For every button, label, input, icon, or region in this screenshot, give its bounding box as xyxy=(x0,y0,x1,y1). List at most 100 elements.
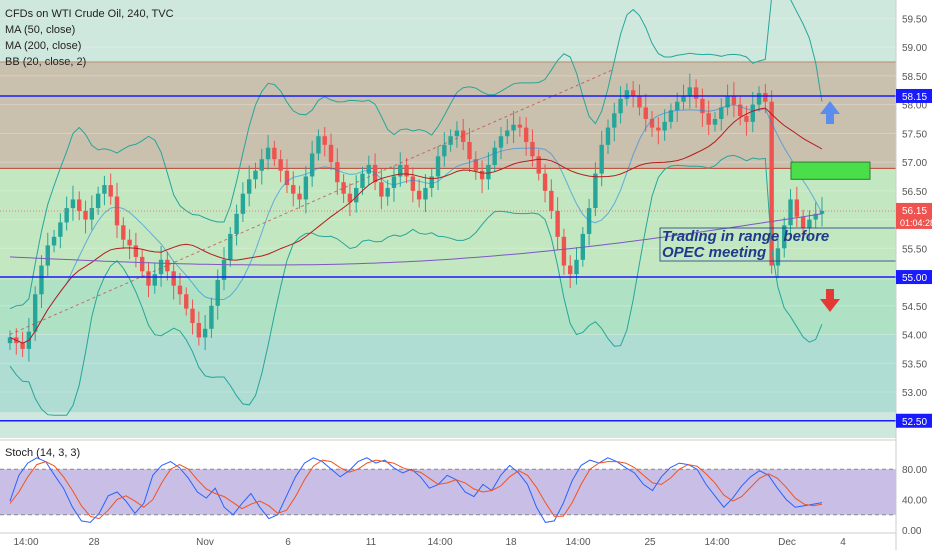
y-tick-label: 57.50 xyxy=(902,129,927,140)
legend-ma200[interactable]: MA (200, close) xyxy=(5,40,82,52)
y-tick-label: 53.50 xyxy=(902,359,927,370)
candle-body xyxy=(102,185,107,194)
candle-body xyxy=(177,285,183,295)
zone-band xyxy=(0,279,896,335)
up-arrow-icon xyxy=(820,101,840,124)
candle-body xyxy=(706,113,711,125)
candle-body xyxy=(133,245,139,257)
candle-body xyxy=(297,193,302,200)
candle-body xyxy=(265,147,271,160)
candle-body xyxy=(630,90,636,96)
candle-body xyxy=(64,208,69,223)
candle-body xyxy=(196,323,202,338)
candle-body xyxy=(284,170,290,186)
candle-body xyxy=(398,164,403,177)
candle-body xyxy=(259,159,264,171)
legend-ma50[interactable]: MA (50, close) xyxy=(5,24,76,36)
candle-body xyxy=(253,170,258,180)
candle-body xyxy=(505,130,510,137)
candle-body xyxy=(341,182,346,194)
bb-basis xyxy=(9,104,823,344)
candle-body xyxy=(467,141,472,160)
candle-body xyxy=(32,294,38,332)
trendline xyxy=(9,69,613,335)
candle-body xyxy=(366,164,371,174)
candle-body xyxy=(649,118,655,128)
x-tick-label: Nov xyxy=(196,537,214,548)
candle-body xyxy=(291,185,296,194)
x-tick-label: 28 xyxy=(88,537,100,548)
candles xyxy=(7,73,825,362)
candle-body xyxy=(593,173,598,209)
candle-body xyxy=(549,190,554,211)
candle-body xyxy=(498,136,504,148)
target-box xyxy=(790,161,871,180)
level-tag-label: 55.00 xyxy=(902,273,927,284)
candle-body xyxy=(404,164,409,177)
candle-body xyxy=(51,236,57,246)
candle-body xyxy=(354,187,359,203)
trading-range-annotation[interactable]: Trading in range before OPEC meeting xyxy=(662,229,829,261)
candle-body xyxy=(360,173,365,188)
annotation-line-1: Trading in range before xyxy=(662,228,830,245)
candle-body xyxy=(272,147,277,160)
candle-body xyxy=(454,130,460,137)
y-tick-label: 53.00 xyxy=(902,388,927,399)
zone-border xyxy=(0,167,896,169)
candle-body xyxy=(70,199,76,209)
candle-body xyxy=(744,116,749,122)
candle-body xyxy=(813,213,818,220)
candle-body xyxy=(756,93,762,105)
candle-body xyxy=(731,95,737,105)
candle-body xyxy=(737,104,743,117)
y-tick-label: 54.50 xyxy=(902,302,927,313)
candle-body xyxy=(492,147,497,165)
stoch-label[interactable]: Stoch (14, 3, 3) xyxy=(5,447,81,459)
candle-body xyxy=(89,208,95,220)
x-tick-label: 18 xyxy=(505,537,517,548)
stoch-tick-label: 40.00 xyxy=(902,496,927,507)
level-tag xyxy=(896,270,932,285)
candle-body xyxy=(473,159,478,171)
level-tag xyxy=(896,88,932,103)
candle-body xyxy=(184,294,189,309)
candle-body xyxy=(45,245,50,266)
candle-body xyxy=(750,104,755,122)
candle-body xyxy=(800,216,806,229)
y-tick-label: 58.50 xyxy=(902,72,927,83)
y-tick-label: 57.00 xyxy=(902,158,927,169)
x-tick-label: 14:00 xyxy=(704,537,729,548)
candle-body xyxy=(624,90,630,99)
candle-body xyxy=(662,121,667,131)
candle-body xyxy=(171,271,176,286)
x-tick-label: 14:00 xyxy=(565,537,590,548)
candle-body xyxy=(605,127,611,145)
candle-body xyxy=(209,305,214,329)
candle-body xyxy=(322,136,327,145)
level-tag-label: 52.50 xyxy=(902,417,927,428)
candle-body xyxy=(681,95,686,102)
candle-body xyxy=(347,193,353,203)
y-tick-label: 56.50 xyxy=(902,187,927,198)
stoch-tick-label: 80.00 xyxy=(902,465,927,476)
candle-body xyxy=(278,159,283,171)
candle-body xyxy=(121,225,126,240)
candle-body xyxy=(511,124,516,131)
legend-title[interactable]: CFDs on WTI Crude Oil, 240, TVC xyxy=(5,8,174,20)
bb-upper xyxy=(9,0,823,310)
candle-body xyxy=(555,210,560,237)
candle-body xyxy=(158,259,164,275)
candle-body xyxy=(574,259,579,275)
candle-body xyxy=(95,193,101,209)
candle-body xyxy=(391,176,397,188)
stoch-k-line xyxy=(9,457,823,523)
candle-body xyxy=(20,343,25,349)
candle-body xyxy=(39,265,44,295)
candle-body xyxy=(429,176,434,188)
candle-body xyxy=(316,136,321,154)
x-tick-label: 11 xyxy=(366,537,377,548)
candle-body xyxy=(687,87,693,96)
legend-bb[interactable]: BB (20, close, 2) xyxy=(5,56,87,68)
x-tick-label: Dec xyxy=(778,537,796,548)
